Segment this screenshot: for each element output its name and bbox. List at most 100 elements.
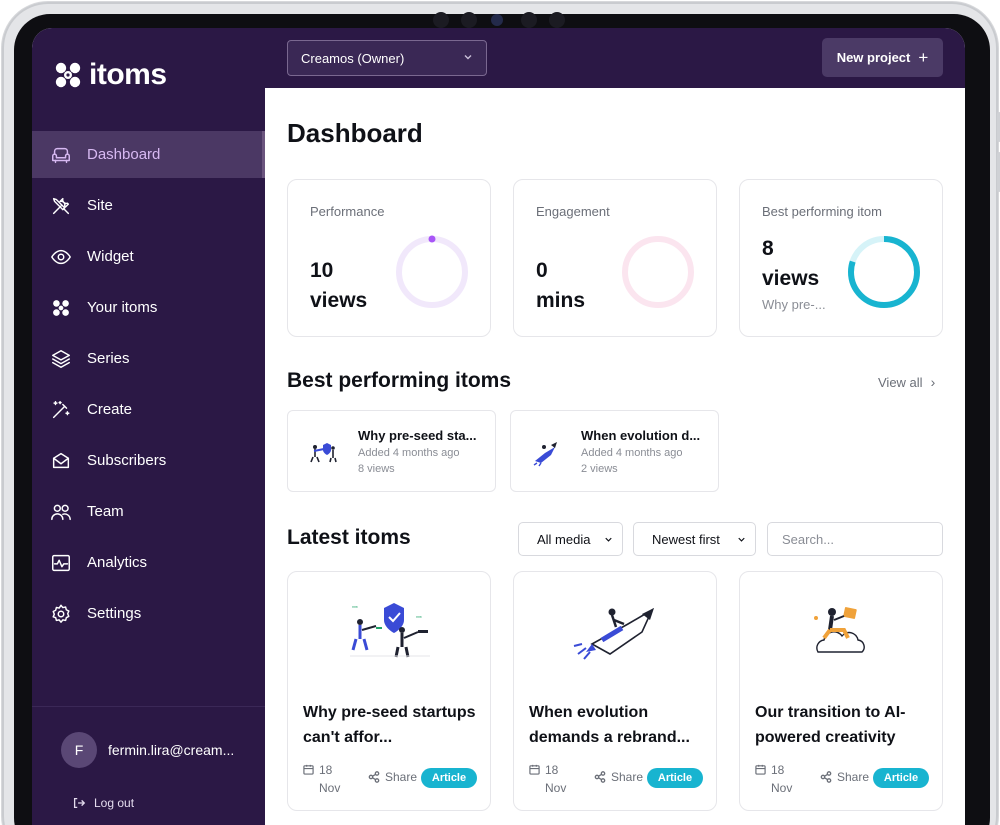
sort-select[interactable]: Newest first [633,522,756,556]
sidebar-item-subscribers[interactable]: Subscribers [32,437,265,484]
sidebar-item-series[interactable]: Series [32,335,265,382]
share-icon [368,771,380,783]
sidebar-item-analytics[interactable]: Analytics [32,539,265,586]
share-button[interactable]: Share [820,770,869,784]
sidebar-item-label: Subscribers [87,452,167,469]
sidebar-item-dashboard[interactable]: Dashboard [32,131,265,178]
best-itom-card[interactable]: Why pre-seed sta... Added 4 months ago 8… [287,410,496,492]
view-all-label: View all [878,374,923,390]
stat-label: Best performing itom [762,204,882,219]
share-label: Share [611,770,644,784]
gear-icon [50,603,72,625]
search-input[interactable] [767,522,943,556]
calendar-icon [755,764,766,775]
sidebar-item-label: Series [87,350,130,367]
new-project-label: New project [836,50,911,65]
article-badge: Article [647,768,703,788]
share-button[interactable]: Share [368,770,417,784]
svg-text:***: *** [416,616,422,622]
new-project-button[interactable]: New project + [822,38,943,77]
sidebar-item-label: Dashboard [87,146,161,163]
stat-unit: views [762,267,820,290]
itom-title: Our transition to AI-powered creativity [755,704,906,746]
engagement-ring [622,236,694,308]
itom-title: When evolution demands a rebrand... [529,704,690,746]
cloud-laptop-illustration-icon [814,607,865,653]
itom-card[interactable]: When evolution demands a rebrand... 18 N… [513,571,717,811]
chevron-down-icon [605,537,612,542]
user-area: F fermin.lira@cream... Log out [32,706,265,825]
sidebar-item-settings[interactable]: Settings [32,590,265,637]
best-itom-title: When evolution d... [581,428,701,443]
user-email[interactable]: fermin.lira@cream... [108,742,235,758]
camera-dot [461,12,477,28]
best-itom-views: 8 views [358,463,395,475]
stat-value: 0 [536,259,548,282]
sidebar-item-site[interactable]: Site [32,182,265,229]
stat-card-engagement: Engagement 0 mins [513,179,717,337]
stat-value: 10 [310,259,334,282]
best-itom-title: Why pre-seed sta... [358,428,477,443]
best-itom-views: 2 views [581,463,618,475]
sidebar-item-your-itoms[interactable]: Your itoms [32,284,265,331]
sidebar-item-team[interactable]: Team [32,488,265,535]
topbar: Creamos (Owner) New project + [265,28,965,88]
org-select-value: Creamos (Owner) [301,50,405,66]
security-illustration-icon: *** *** [350,603,430,658]
sidebar-item-label: Site [87,197,113,214]
couch-icon [50,144,72,166]
chevron-down-icon [738,537,745,542]
itom-date-day: 18 [319,763,333,777]
itom-date-day: 18 [545,763,559,777]
itom-date: 18 Nov [755,761,801,797]
rocket-illustration-icon [573,608,654,660]
sort-value: Newest first [652,531,720,547]
hardware-button [997,152,1000,192]
chevron-down-icon [464,55,472,60]
best-itom-added: Added 4 months ago [358,447,460,459]
itom-date-day: 18 [771,763,785,777]
best-itom-ring [848,236,920,308]
sidebar-item-label: Settings [87,605,142,622]
camera-dot [433,12,449,28]
best-itom-ring-progress [848,236,920,308]
main-content: Dashboard Performance 10 views Engagemen… [265,88,965,825]
page-title: Dashboard [287,118,423,148]
logout-button[interactable]: Log out [72,796,134,810]
sidebar-item-create[interactable]: Create [32,386,265,433]
avatar[interactable]: F [61,732,97,768]
itom-card[interactable]: *** *** Why pre-seed startups can't affo… [287,571,491,811]
stat-value: 8 [762,237,774,260]
logout-icon [73,797,86,809]
svg-text:***: *** [352,606,358,612]
pulse-chart-icon [50,552,72,574]
chevron-right-icon: › [930,374,936,390]
stat-label: Performance [310,204,385,219]
media-filter-select[interactable]: All media [518,522,623,556]
sidebar-item-label: Team [87,503,124,520]
share-icon [820,771,832,783]
share-button[interactable]: Share [594,770,643,784]
performance-ring [396,235,468,308]
itom-thumbnail-icon [310,443,337,463]
itoms-logo-icon [50,297,72,319]
share-label: Share [837,770,870,784]
article-badge: Article [421,768,477,788]
latest-itoms-title: Latest itoms [287,526,411,549]
app-logo[interactable]: itoms [53,58,167,92]
hardware-button [997,112,1000,142]
view-all-link[interactable]: View all › [878,374,935,390]
itom-date-month: Nov [319,781,341,795]
itoms-logo-icon [55,62,81,88]
sidebar-item-label: Analytics [87,554,148,571]
sidebar-item-widget[interactable]: Widget [32,233,265,280]
sidebar-item-label: Create [87,401,133,418]
org-select[interactable]: Creamos (Owner) [287,40,487,76]
best-itom-card[interactable]: When evolution d... Added 4 months ago 2… [510,410,719,492]
itom-card[interactable]: Our transition to AI-powered creativity … [739,571,943,811]
share-icon [594,771,606,783]
tools-icon [50,195,72,217]
magic-wand-icon [50,399,72,421]
article-badge: Article [873,768,929,788]
eye-icon [50,246,72,268]
